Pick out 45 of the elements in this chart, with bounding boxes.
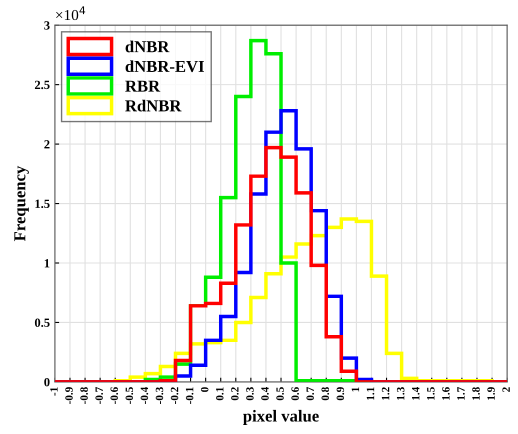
x-tick-label: 0.4 (261, 386, 269, 400)
y-tick-label: 3 (44, 21, 50, 30)
x-tick-label: 2 (502, 387, 510, 392)
legend-label: RdNBR (125, 100, 182, 112)
x-tick-label: -0.4 (140, 386, 148, 404)
x-tick-label: 0 (200, 387, 208, 392)
x-tick-label: -0.7 (95, 387, 103, 404)
x-tick-label: 1.1 (366, 387, 374, 400)
x-tick-label: 1.6 (442, 387, 450, 400)
y-tick-label: 1 (44, 259, 50, 268)
legend-label: dNBR (126, 40, 170, 52)
x-tick-label: 1.7 (457, 387, 465, 400)
x-tick-label: 1.2 (382, 387, 390, 400)
x-tick-label: 1.3 (396, 387, 404, 400)
y-tick-label: 1.5 (35, 200, 50, 208)
y-axis-title: Frequency (14, 166, 29, 242)
x-tick-label: 1.9 (487, 387, 495, 400)
x-tick-label: 0.6 (291, 387, 299, 400)
x-tick-label: 0.5 (276, 387, 284, 400)
x-tick-label: 0.3 (246, 387, 254, 400)
x-tick-label: 0.7 (306, 387, 314, 400)
y-tick-label: 0.5 (34, 318, 50, 327)
x-tick-label: -0.2 (170, 387, 178, 404)
x-tick-label: -0.1 (186, 387, 194, 404)
x-tick-label: -0.8 (80, 387, 88, 404)
x-tick-label: 0.9 (336, 387, 344, 400)
x-axis-title: pixel value (243, 410, 319, 426)
legend-label: RBR (125, 80, 160, 92)
x-tick-label: 1.4 (412, 386, 420, 400)
x-tick-label: 0.2 (231, 387, 239, 400)
x-tick-label: 0.8 (322, 387, 330, 400)
text: ×10$^{4}$ (56, 6, 86, 20)
x-tick-label: 1.5 (427, 387, 435, 400)
x-tick-label: 1 (352, 387, 360, 392)
y-tick-label: 2.5 (34, 80, 50, 90)
x-tick-label: 0.1 (216, 387, 224, 400)
x-tick-label: -0.9 (65, 387, 73, 404)
x-tick-label: -0.3 (156, 387, 164, 404)
y-tick-label: 0 (44, 378, 50, 386)
x-tick-label: -0.5 (126, 387, 134, 404)
x-tick-label: -0.6 (110, 387, 118, 404)
x-tick-label: -1 (50, 387, 58, 396)
y-tick-label: 2 (44, 140, 50, 148)
legend-label: dNBR-EVI (126, 60, 204, 72)
x-tick-label: 1.8 (472, 387, 480, 400)
